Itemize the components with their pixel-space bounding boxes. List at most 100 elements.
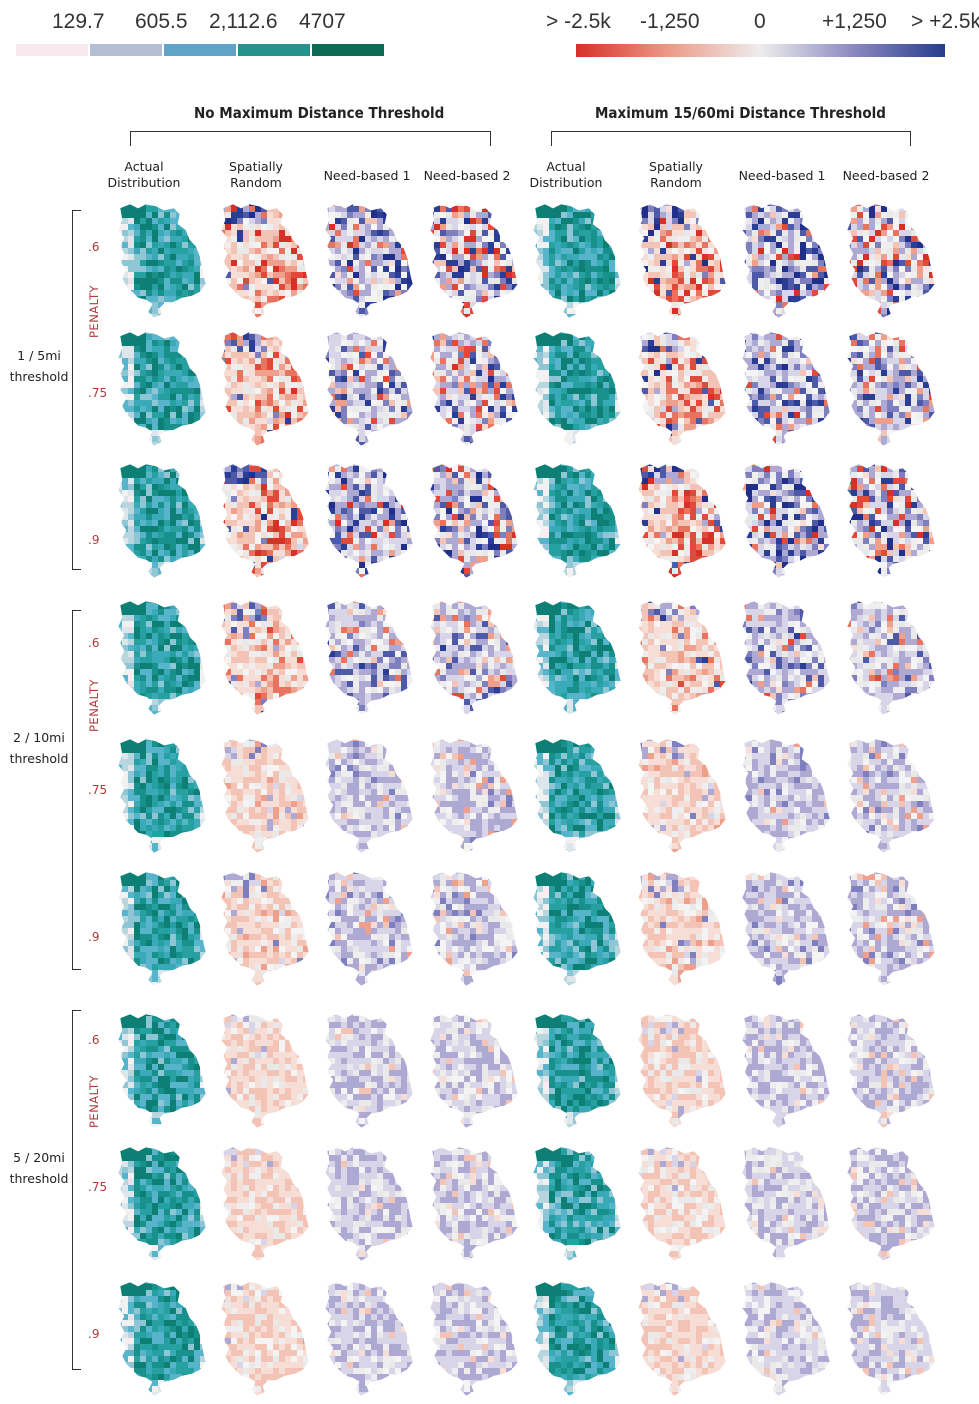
tract	[158, 352, 164, 358]
tract	[176, 284, 182, 290]
tract	[407, 204, 413, 206]
tract	[297, 290, 303, 296]
tract	[407, 284, 413, 290]
tract	[335, 296, 341, 302]
tract	[911, 254, 917, 260]
tract	[776, 314, 782, 318]
tract	[830, 266, 842, 272]
tract	[714, 382, 720, 388]
tract	[335, 308, 341, 314]
tract	[273, 236, 279, 242]
tract	[549, 290, 555, 296]
tract	[935, 290, 941, 296]
tract	[365, 314, 371, 318]
tract	[642, 370, 648, 376]
tract	[325, 218, 329, 224]
tract	[152, 260, 158, 266]
tract	[430, 254, 434, 260]
tract	[917, 314, 923, 318]
tract	[782, 290, 788, 296]
tract	[573, 376, 579, 382]
tract	[297, 204, 303, 206]
tract	[146, 254, 152, 260]
tract	[128, 430, 134, 436]
tract	[869, 224, 875, 230]
tract	[893, 218, 899, 224]
tract	[746, 382, 752, 388]
tract	[401, 248, 407, 254]
tract	[678, 376, 684, 382]
tract	[869, 218, 875, 224]
tract	[170, 242, 176, 248]
tract	[603, 204, 609, 206]
tract	[243, 406, 249, 412]
tract	[746, 340, 752, 346]
tract	[371, 218, 377, 224]
tract	[752, 406, 758, 412]
tract	[359, 334, 365, 340]
tract	[347, 272, 353, 278]
tract	[621, 254, 633, 260]
tract	[794, 296, 800, 302]
tract	[231, 314, 243, 318]
tract	[782, 302, 788, 308]
tract	[615, 352, 621, 358]
tract	[440, 236, 446, 242]
tract	[764, 212, 770, 218]
tract	[660, 272, 666, 278]
tract	[770, 412, 776, 418]
tract	[255, 418, 261, 424]
tract	[237, 248, 243, 254]
tract	[881, 236, 887, 242]
tract	[555, 394, 561, 400]
tract	[543, 218, 549, 224]
tract	[494, 400, 500, 406]
tract	[206, 224, 212, 230]
tract	[458, 418, 464, 424]
tract	[770, 394, 776, 400]
tract	[221, 290, 225, 296]
map-outline	[220, 203, 310, 319]
tract	[806, 248, 812, 254]
tract	[297, 332, 309, 334]
tract	[857, 272, 863, 278]
tract	[666, 400, 672, 406]
tract	[660, 346, 666, 352]
tract	[875, 224, 881, 230]
tract	[812, 242, 818, 248]
tract	[573, 334, 579, 340]
tract	[176, 260, 182, 266]
tract	[476, 358, 482, 364]
tract	[690, 332, 702, 334]
tract	[395, 388, 401, 394]
tract	[413, 418, 419, 424]
tract	[788, 424, 794, 430]
tract	[446, 242, 452, 248]
tract	[543, 204, 549, 206]
tract	[591, 340, 597, 346]
tract	[615, 364, 621, 370]
tract	[764, 442, 770, 446]
tract	[824, 230, 830, 236]
tract	[413, 242, 425, 248]
tract	[621, 212, 633, 218]
tract	[857, 236, 863, 242]
tract	[847, 204, 851, 206]
tract	[329, 218, 335, 224]
tract	[561, 206, 567, 212]
tract	[591, 388, 597, 394]
tract	[506, 400, 512, 406]
tract	[482, 406, 488, 412]
tract	[684, 314, 696, 318]
tract	[470, 272, 476, 278]
column-header-line: Distribution	[518, 175, 614, 191]
tract	[573, 358, 579, 364]
tract	[917, 352, 923, 358]
tract	[782, 254, 788, 260]
tract	[401, 212, 407, 218]
tract	[458, 382, 464, 388]
tract	[221, 412, 225, 418]
tract	[720, 206, 726, 212]
tract	[782, 364, 788, 370]
tract	[776, 308, 782, 314]
